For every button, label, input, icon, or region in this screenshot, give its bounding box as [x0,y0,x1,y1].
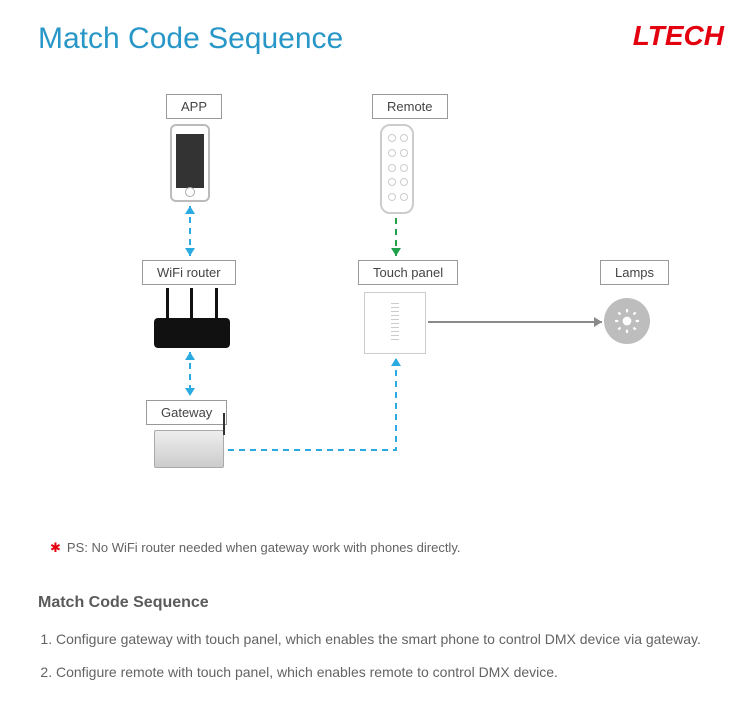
steps-list: Configure gateway with touch panel, whic… [38,626,724,691]
step-item: Configure remote with touch panel, which… [56,659,724,686]
lamps-label: Lamps [600,260,669,285]
remote-device [380,124,414,214]
wifi-device [154,318,230,348]
ps-note: ✱ PS: No WiFi router needed when gateway … [50,540,460,556]
lamps-device [604,298,650,344]
wifi-label: WiFi router [142,260,236,285]
asterisk-icon: ✱ [50,540,61,555]
brand-logo: LTECH [633,20,724,52]
step-item: Configure gateway with touch panel, whic… [56,626,724,653]
lamp-icon [604,298,650,344]
section-heading: Match Code Sequence [38,594,209,612]
app-label: APP [166,94,222,119]
touchpanel-label: Touch panel [358,260,458,285]
gateway-device [154,430,224,468]
remote-label: Remote [372,94,448,119]
gateway-label: Gateway [146,400,227,425]
touchpanel-device [364,292,426,354]
ps-text: PS: No WiFi router needed when gateway w… [67,540,461,555]
app-device [170,124,210,202]
topology-diagram: APP Remote WiFi router Touch panel Lamps… [0,80,756,520]
page-title: Match Code Sequence [38,22,343,56]
